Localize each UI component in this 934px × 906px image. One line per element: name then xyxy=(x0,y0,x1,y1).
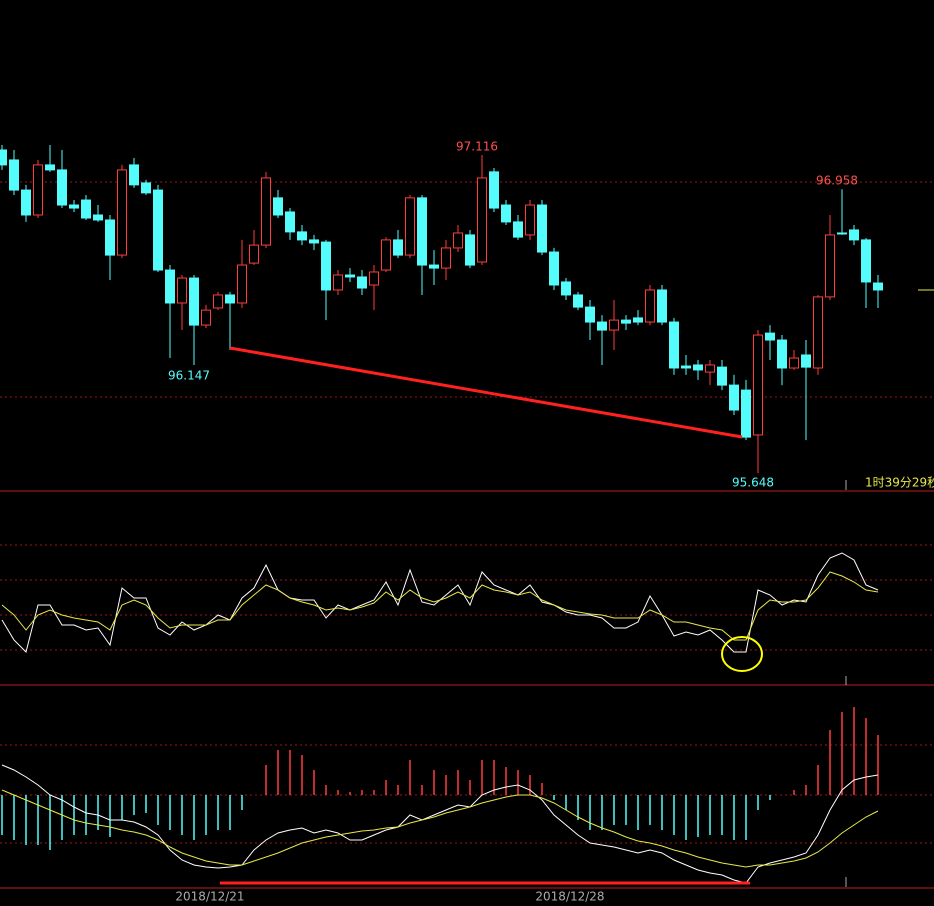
low-label: 95.648 xyxy=(732,476,774,490)
candle-body xyxy=(201,309,211,326)
candle-body xyxy=(681,365,691,369)
candle-body xyxy=(621,319,631,324)
candle-body xyxy=(525,204,535,236)
candle-body xyxy=(873,282,883,291)
candle-body xyxy=(585,306,595,323)
marks xyxy=(0,144,883,884)
candle-body xyxy=(561,281,571,296)
candle-body xyxy=(141,182,151,194)
candle-body xyxy=(177,277,187,304)
candle-body xyxy=(777,339,787,369)
candle-body xyxy=(729,384,739,411)
candle-body xyxy=(129,164,139,186)
candle-body xyxy=(441,247,451,269)
candle-body xyxy=(225,294,235,304)
high-label: 96.958 xyxy=(816,174,858,188)
candle-body xyxy=(297,231,307,241)
candle-body xyxy=(357,276,367,289)
candle-body xyxy=(513,221,523,238)
indicator-line xyxy=(1,789,879,868)
candle-body xyxy=(537,204,547,253)
candle-body xyxy=(333,274,343,291)
candle-body xyxy=(669,321,679,369)
low-label: 96.147 xyxy=(168,369,210,383)
candle-body xyxy=(309,239,319,244)
candle-body xyxy=(801,354,811,368)
candle-body xyxy=(0,149,7,166)
candle-body xyxy=(429,264,439,269)
candle-body xyxy=(633,317,643,323)
candle-body xyxy=(549,251,559,286)
highlight-circle xyxy=(721,636,763,672)
candle-body xyxy=(453,232,463,249)
candle-body xyxy=(465,234,475,266)
candle-body xyxy=(693,364,703,371)
candle-body xyxy=(597,321,607,331)
candle-body xyxy=(489,171,499,209)
candle-body xyxy=(705,364,715,373)
date-label: 2018/12/28 xyxy=(535,890,604,904)
candle-body xyxy=(45,164,55,171)
candle-body xyxy=(417,197,427,266)
candle-body xyxy=(33,164,43,216)
candle-body xyxy=(321,241,331,291)
indicator-line xyxy=(1,764,879,884)
candle-body xyxy=(237,264,247,304)
candle-body xyxy=(657,289,667,323)
candle-body xyxy=(813,296,823,369)
candle-body xyxy=(273,197,283,216)
candle-body xyxy=(9,159,19,191)
candle-body xyxy=(741,389,751,438)
candle-body xyxy=(717,366,727,386)
candle-body xyxy=(69,204,79,209)
candle-body xyxy=(837,232,847,235)
candle-body xyxy=(501,204,511,223)
candle-body xyxy=(189,277,199,326)
trend-line xyxy=(229,346,743,439)
candle-body xyxy=(117,169,127,256)
candle-body xyxy=(165,269,175,304)
candle-body xyxy=(405,197,415,256)
date-label: 2018/12/21 xyxy=(175,890,244,904)
candle-body xyxy=(825,234,835,298)
countdown: 1时39分29秒 xyxy=(865,476,934,490)
candle-body xyxy=(105,219,115,256)
high-label: 97.116 xyxy=(456,140,498,154)
candle-body xyxy=(345,274,355,278)
candle-body xyxy=(57,169,67,206)
candle-body xyxy=(861,239,871,283)
candle-body xyxy=(93,214,103,221)
candle-body xyxy=(81,199,91,219)
candle-body xyxy=(609,319,619,331)
candle-body xyxy=(369,271,379,286)
candle-body xyxy=(849,229,859,241)
candle-body xyxy=(21,189,31,216)
candle-body xyxy=(261,177,271,246)
candle-body xyxy=(249,244,259,264)
candle-body xyxy=(381,239,391,271)
candle-body xyxy=(393,239,403,256)
candle-body xyxy=(213,294,223,309)
candle-body xyxy=(753,334,763,436)
candle-body xyxy=(573,294,583,308)
candle-body xyxy=(477,177,487,263)
candle-body xyxy=(789,357,799,369)
candle-body xyxy=(645,289,655,323)
candle-body xyxy=(285,211,295,233)
candle-body xyxy=(153,189,163,271)
candle-body xyxy=(765,332,775,341)
